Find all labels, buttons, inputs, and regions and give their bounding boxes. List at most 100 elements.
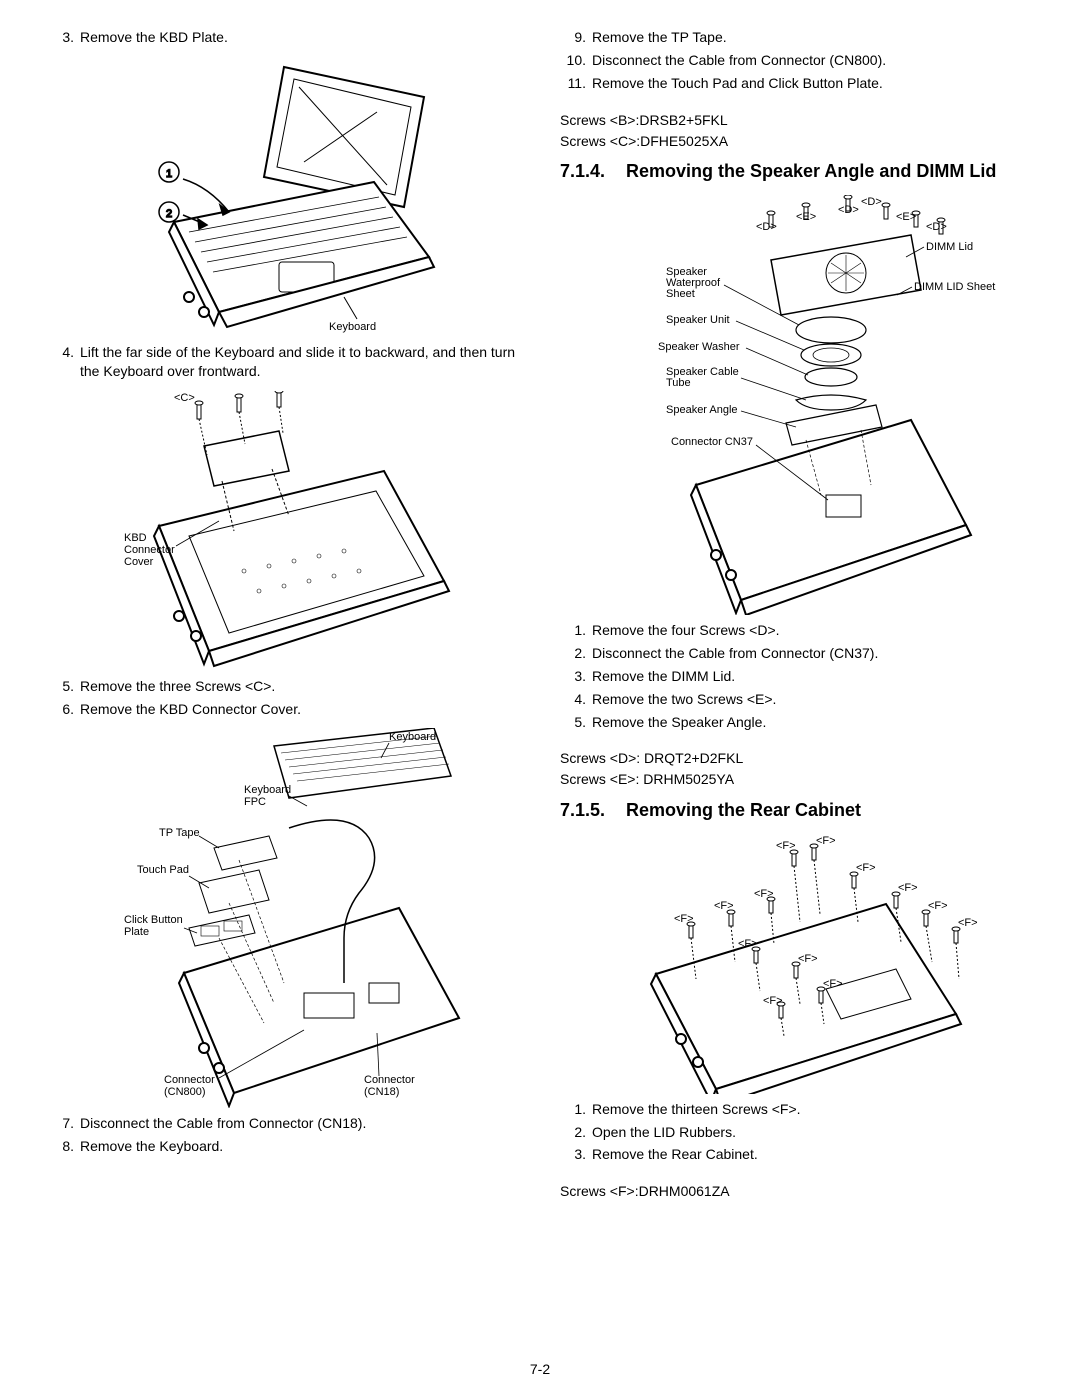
step-text: Disconnect the Cable from Connector (CN3… [592,644,1032,663]
step-num: 3. [48,28,74,47]
step-text: Remove the Touch Pad and Click Button Pl… [592,74,1032,93]
figure-4: <D> <E> <D> <D> <E> <D> DIMM Lid DIMM LI… [596,195,996,615]
step-text: Lift the far side of the Keyboard and sl… [80,343,520,381]
step: 1. Remove the four Screws <D>. [560,621,1032,640]
figure-3: Keyboard KeyboardFPC TP Tape Touch Pad [89,728,479,1108]
page-number: 7-2 [48,1361,1032,1377]
screw-f: Screws <F>:DRHM0061ZA [560,1182,1032,1201]
fig1-keyboard-label: Keyboard [329,321,376,333]
fig3-keyboard-label: Keyboard [389,731,436,743]
svg-text:<D>: <D> [756,221,777,233]
step: 7. Disconnect the Cable from Connector (… [48,1114,520,1133]
svg-text:<F>: <F> [738,938,758,950]
fig4-spk-tube-label: Speaker CableTube [666,366,739,389]
fig3-touchpad-label: Touch Pad [137,864,189,876]
svg-text:<D>: <D> [861,196,882,208]
step-num: 3. [560,667,586,686]
fig4-spk-unit-label: Speaker Unit [666,314,730,326]
screw-d: Screws <D>: DRQT2+D2FKL [560,749,1032,768]
svg-text:<F>: <F> [856,862,876,874]
step: 4. Lift the far side of the Keyboard and… [48,343,520,381]
fig3-cn800-label: Connector(CN800) [164,1074,215,1098]
step: 10. Disconnect the Cable from Connector … [560,51,1032,70]
step: 11. Remove the Touch Pad and Click Butto… [560,74,1032,93]
step: 1. Remove the thirteen Screws <F>. [560,1100,1032,1119]
svg-text:<F>: <F> [958,917,978,929]
svg-text:<F>: <F> [674,913,694,925]
step: 5. Remove the Speaker Angle. [560,713,1032,732]
step: 4. Remove the two Screws <E>. [560,690,1032,709]
step-num: 6. [48,700,74,719]
step: 3. Remove the Rear Cabinet. [560,1145,1032,1164]
svg-text:<F>: <F> [754,888,774,900]
step-num: 5. [560,713,586,732]
svg-text:<E>: <E> [796,211,816,223]
svg-text:<D>: <D> [838,204,859,216]
step-text: Remove the DIMM Lid. [592,667,1032,686]
step-text: Disconnect the Cable from Connector (CN1… [80,1114,520,1133]
fig2-c-label: <C> [174,392,195,404]
fig4-cn37-label: Connector CN37 [671,436,753,448]
svg-text:<F>: <F> [816,835,836,847]
figure-2: <C> KBDConnectorCover [104,391,464,671]
svg-text:<E>: <E> [896,211,916,223]
step-num: 9. [560,28,586,47]
step-num: 7. [48,1114,74,1133]
step-text: Remove the KBD Plate. [80,28,520,47]
svg-text:<F>: <F> [776,840,796,852]
fig4-spk-angle-label: Speaker Angle [666,404,738,416]
fig3-tptape-label: TP Tape [159,827,200,839]
step-num: 11. [560,74,586,93]
step-text: Remove the TP Tape. [592,28,1032,47]
screw-c: Screws <C>:DFHE5025XA [560,132,1032,151]
step-num: 1. [560,621,586,640]
step: 2. Open the LID Rubbers. [560,1123,1032,1142]
step-text: Remove the two Screws <E>. [592,690,1032,709]
figure-1: 1 2 Keyboard [119,57,449,337]
step: 2. Disconnect the Cable from Connector (… [560,644,1032,663]
fig4-spk-washer-label: Speaker Washer [658,341,740,353]
step-num: 8. [48,1137,74,1156]
step-text: Remove the three Screws <C>. [80,677,520,696]
step-num: 3. [560,1145,586,1164]
svg-text:<F>: <F> [898,882,918,894]
section-text: Removing the Speaker Angle and DIMM Lid [626,160,1032,183]
step-text: Remove the KBD Connector Cover. [80,700,520,719]
svg-text:<F>: <F> [823,978,843,990]
step-text: Remove the Keyboard. [80,1137,520,1156]
screw-b: Screws <B>:DRSB2+5FKL [560,111,1032,130]
left-column: 3. Remove the KBD Plate. [48,28,520,1353]
step: 9. Remove the TP Tape. [560,28,1032,47]
section-714-title: 7.1.4. Removing the Speaker Angle and DI… [560,160,1032,183]
section-715-title: 7.1.5. Removing the Rear Cabinet [560,799,1032,822]
step-text: Remove the Rear Cabinet. [592,1145,1032,1164]
section-num: 7.1.5. [560,799,626,822]
svg-text:<F>: <F> [798,953,818,965]
svg-text:<F>: <F> [714,900,734,912]
fig4-dimm-lid-label: DIMM Lid [926,241,973,253]
step-text: Open the LID Rubbers. [592,1123,1032,1142]
svg-text:1: 1 [166,168,172,180]
step-num: 1. [560,1100,586,1119]
step: 3. Remove the DIMM Lid. [560,667,1032,686]
step-text: Remove the Speaker Angle. [592,713,1032,732]
section-num: 7.1.4. [560,160,626,183]
step-text: Remove the four Screws <D>. [592,621,1032,640]
step: 3. Remove the KBD Plate. [48,28,520,47]
screw-e: Screws <E>: DRHM5025YA [560,770,1032,789]
fig3-click-plate-label: Click ButtonPlate [124,914,183,938]
fig4-spk-sheet-label: SpeakerWaterproofSheet [666,266,721,300]
step-num: 5. [48,677,74,696]
fig4-dimm-sheet-label: DIMM LID Sheet [914,281,995,293]
step-num: 4. [48,343,74,381]
svg-text:<F>: <F> [763,995,783,1007]
step: 8. Remove the Keyboard. [48,1137,520,1156]
step-num: 2. [560,644,586,663]
step-num: 4. [560,690,586,709]
step-num: 10. [560,51,586,70]
step-text: Disconnect the Cable from Connector (CN8… [592,51,1032,70]
svg-text:<D>: <D> [926,221,947,233]
step: 6. Remove the KBD Connector Cover. [48,700,520,719]
svg-text:2: 2 [166,208,172,220]
right-column: 9. Remove the TP Tape. 10. Disconnect th… [560,28,1032,1353]
